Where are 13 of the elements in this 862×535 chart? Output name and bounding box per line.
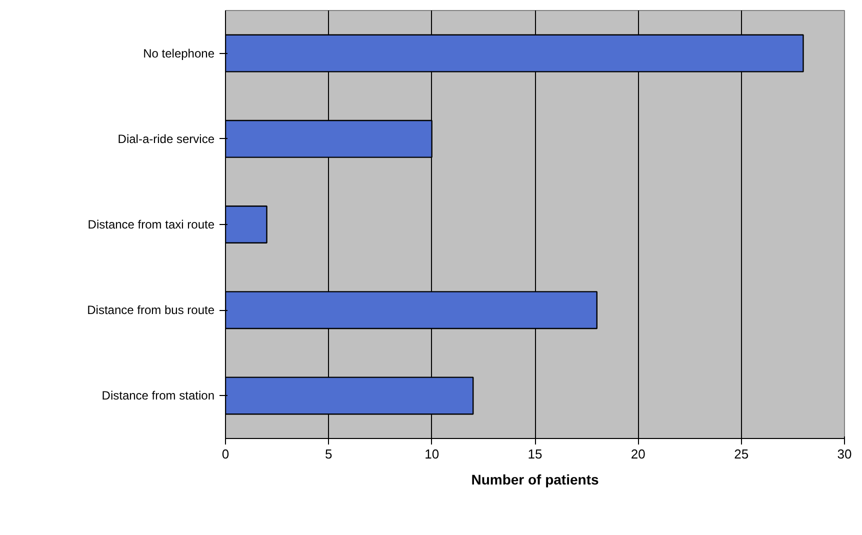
y-tick-label: Distance from bus route: [87, 303, 215, 318]
x-tick-label: 0: [222, 446, 230, 462]
x-tick-label: 15: [528, 446, 542, 462]
x-tick-label: 30: [837, 446, 852, 462]
y-tick-label: No telephone: [143, 46, 215, 60]
x-tick-label: 25: [734, 446, 749, 462]
x-tick-label: 20: [630, 446, 646, 462]
y-tick-label: Distance from taxi route: [88, 218, 215, 232]
y-tick-label: Dial-a-ride service: [118, 132, 215, 146]
x-axis-title: Number of patients: [471, 472, 599, 488]
x-tick-label: 10: [424, 446, 440, 462]
y-tick-label: Distance from station: [102, 388, 215, 403]
x-tick-label: 5: [325, 446, 332, 462]
